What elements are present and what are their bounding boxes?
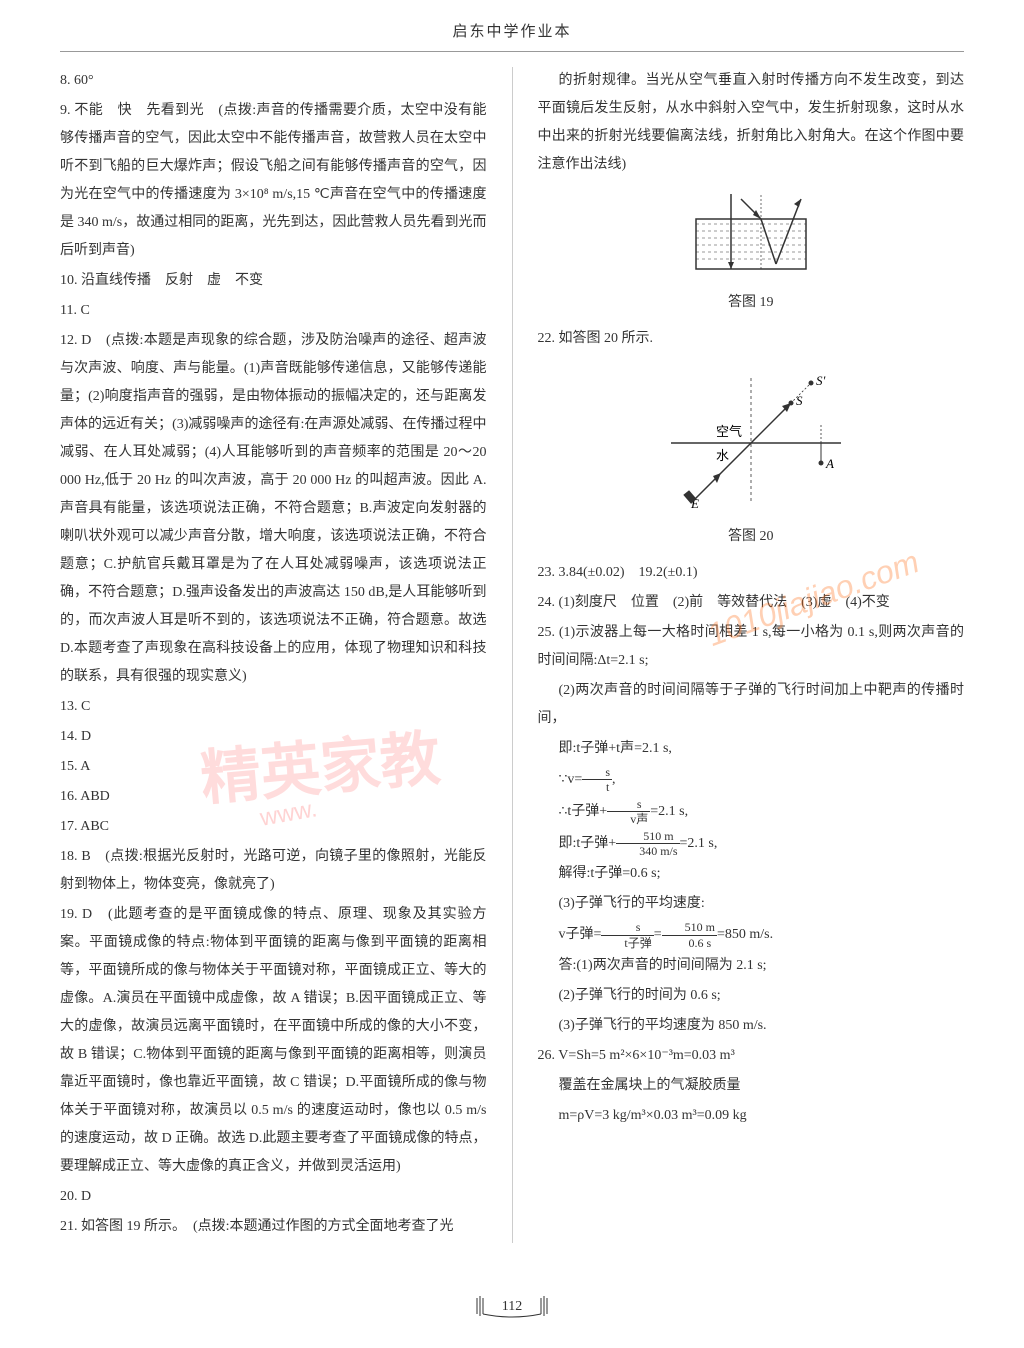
answer-25-8: (3)子弹飞行的平均速度: <box>538 890 965 918</box>
page-decoration-icon: 112 <box>472 1294 552 1318</box>
frac-bot: 0.6 s <box>662 936 717 950</box>
answer-8: 8. 60° <box>60 67 487 95</box>
frac-bot: t子弹 <box>601 936 653 950</box>
answer-25-6: 即:t子弹+510 m340 m/s=2.1 s, <box>538 829 965 859</box>
prefix: v子弹= <box>559 927 602 942</box>
answer-25-12: (3)子弹飞行的平均速度为 850 m/s. <box>538 1012 965 1040</box>
page-header: 启东中学作业本 <box>60 0 964 52</box>
answer-22: 22. 如答图 20 所示. <box>538 325 965 353</box>
figure-19-caption: 答图 19 <box>538 289 965 317</box>
frac-top: s <box>601 920 653 935</box>
answer-25-7: 解得:t子弹=0.6 s; <box>538 860 965 888</box>
frac-bot: 340 m/s <box>616 844 679 858</box>
answer-26-1: 26. V=Sh=5 m²×6×10⁻³m=0.03 m³ <box>538 1042 965 1070</box>
fraction-b: 510 m0.6 s <box>662 920 717 950</box>
suffix: , <box>612 772 616 787</box>
fraction: st <box>582 765 612 795</box>
label-air: 空气 <box>716 424 742 439</box>
fraction: sv声 <box>607 797 650 827</box>
fraction: 510 m340 m/s <box>616 829 679 859</box>
answer-20: 20. D <box>60 1183 487 1211</box>
label-s-prime: S' <box>816 373 826 388</box>
fraction-a: st子弹 <box>601 920 653 950</box>
answer-9: 9. 不能 快 先看到光 (点拨:声音的传播需要介质，太空中没有能够传播声音的空… <box>60 97 487 265</box>
figure-19 <box>676 189 826 279</box>
page-number-text: 112 <box>502 1299 522 1314</box>
right-column: 的折射规律。当光从空气垂直入射时传播方向不发生改变，到达平面镜后发生反射，从水中… <box>538 67 965 1243</box>
frac-bot: v声 <box>607 812 650 826</box>
answer-26-2: 覆盖在金属块上的气凝胶质量 <box>538 1072 965 1100</box>
answer-25-4: ∵v=st, <box>538 765 965 795</box>
column-divider <box>512 67 513 1243</box>
answer-25-10: 答:(1)两次声音的时间间隔为 2.1 s; <box>538 952 965 980</box>
answer-25-11: (2)子弹飞行的时间为 0.6 s; <box>538 982 965 1010</box>
answer-21: 21. 如答图 19 所示。 (点拨:本题通过作图的方式全面地考查了光 <box>60 1213 487 1241</box>
figure-20: S S' A E 空气 水 <box>641 363 861 513</box>
suffix: =850 m/s. <box>717 927 773 942</box>
suffix: =2.1 s, <box>650 804 688 819</box>
suffix: =2.1 s, <box>680 836 718 851</box>
answer-25-2: (2)两次声音的时间间隔等于子弹的飞行时间加上中靶声的传播时间， <box>538 677 965 733</box>
answer-26-3: m=ρV=3 kg/m³×0.03 m³=0.09 kg <box>538 1102 965 1130</box>
answer-13: 13. C <box>60 693 487 721</box>
frac-top: 510 m <box>616 829 679 844</box>
prefix: ∵v= <box>559 772 583 787</box>
answer-12: 12. D (点拨:本题是声现象的综合题，涉及防治噪声的途径、超声波与次声波、响… <box>60 327 487 691</box>
label-water: 水 <box>716 448 729 463</box>
answer-25-9: v子弹=st子弹=510 m0.6 s=850 m/s. <box>538 920 965 950</box>
answer-10: 10. 沿直线传播 反射 虚 不变 <box>60 267 487 295</box>
label-a: A <box>825 456 834 471</box>
prefix: ∴t子弹+ <box>559 804 608 819</box>
answer-19: 19. D (此题考查的是平面镜成像的特点、原理、现象及其实验方案。平面镜成像的… <box>60 901 487 1181</box>
answer-25-3: 即:t子弹+t声=2.1 s, <box>538 735 965 763</box>
label-s: S <box>796 393 803 408</box>
answer-15: 15. A <box>60 753 487 781</box>
frac-bot: t <box>582 780 612 794</box>
mid: = <box>654 927 662 942</box>
answer-21-cont: 的折射规律。当光从空气垂直入射时传播方向不发生改变，到达平面镜后发生反射，从水中… <box>538 67 965 179</box>
prefix: 即:t子弹+ <box>559 836 617 851</box>
answer-11: 11. C <box>60 297 487 325</box>
answer-14: 14. D <box>60 723 487 751</box>
frac-top: s <box>582 765 612 780</box>
page-number: 112 <box>472 1294 552 1323</box>
content-area: 8. 60° 9. 不能 快 先看到光 (点拨:声音的传播需要介质，太空中没有能… <box>0 52 1024 1243</box>
header-title: 启东中学作业本 <box>452 24 571 40</box>
frac-top: 510 m <box>662 920 717 935</box>
answer-25-5: ∴t子弹+sv声=2.1 s, <box>538 797 965 827</box>
answer-18: 18. B (点拨:根据光反射时，光路可逆，向镜子里的像照射，光能反射到物体上，… <box>60 843 487 899</box>
frac-top: s <box>607 797 650 812</box>
left-column: 8. 60° 9. 不能 快 先看到光 (点拨:声音的传播需要介质，太空中没有能… <box>60 67 487 1243</box>
